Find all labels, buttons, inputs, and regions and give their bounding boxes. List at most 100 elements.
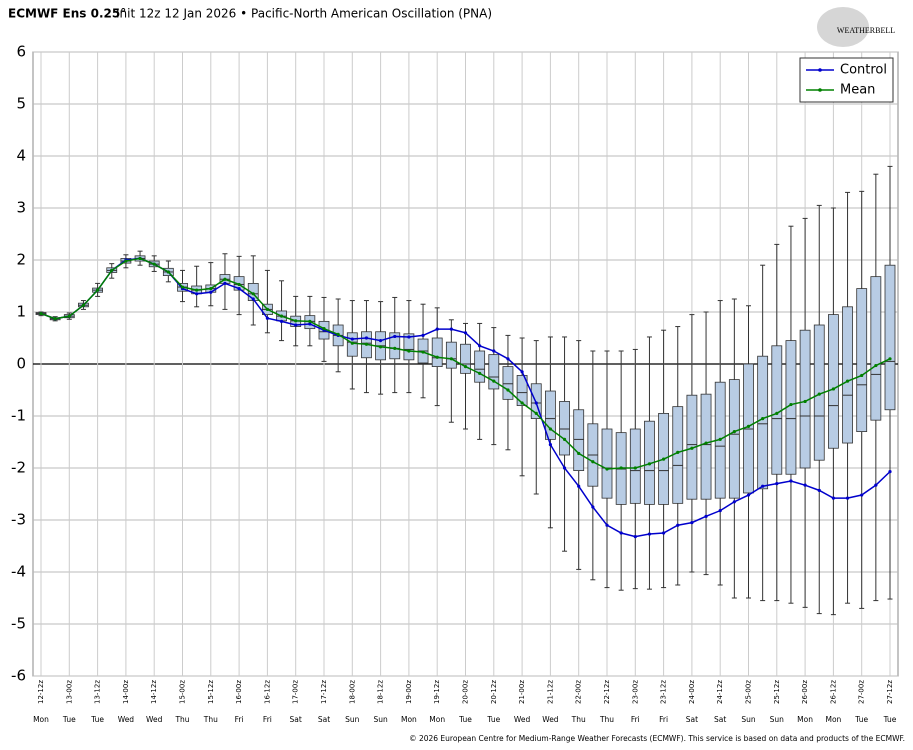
box <box>445 341 457 369</box>
series-point <box>237 282 241 287</box>
series-point <box>152 262 156 266</box>
x-tick-label: 15-00z <box>179 680 187 704</box>
box <box>842 306 853 444</box>
series-point <box>860 493 864 497</box>
y-tick-label: -6 <box>11 667 26 685</box>
series-point <box>690 521 694 525</box>
x-tick-label: 22-12z <box>603 680 611 704</box>
weekday-label: Fri <box>263 715 272 724</box>
weekday-label: Sun <box>770 715 785 724</box>
weekday-label: Mon <box>825 715 841 724</box>
weekday-label: Sat <box>714 715 726 724</box>
x-tick-label: 20-00z <box>462 680 470 704</box>
weekday-label: Sun <box>345 715 360 724</box>
series-point <box>407 349 411 353</box>
series-point <box>506 357 510 361</box>
series-point <box>845 496 850 500</box>
y-tick-label: 2 <box>16 251 26 269</box>
series-point <box>888 470 892 474</box>
y-tick-label: 6 <box>16 43 26 61</box>
series-point <box>789 479 793 483</box>
weekday-label: Fri <box>235 715 244 724</box>
y-tick-label: -1 <box>11 407 26 425</box>
series-point <box>435 355 439 359</box>
box <box>474 350 486 383</box>
series-point <box>407 335 411 339</box>
series-point <box>492 379 496 383</box>
logo-mark <box>817 7 869 47</box>
x-tick-label: 21-12z <box>546 680 554 704</box>
legend-dot <box>818 68 822 72</box>
box <box>559 401 570 456</box>
series-point <box>421 350 425 354</box>
x-tick-label: 23-00z <box>631 680 639 704</box>
box <box>502 366 514 400</box>
series-point <box>676 523 680 527</box>
series-point <box>874 363 878 368</box>
series-point <box>619 466 623 470</box>
x-tick-label: 13-00z <box>65 680 73 704</box>
weekday-label: Fri <box>659 715 668 724</box>
box <box>601 428 613 499</box>
x-tick-label: 19-00z <box>405 680 413 704</box>
series-point <box>393 334 397 339</box>
series-point <box>265 316 269 320</box>
series-point <box>548 443 553 447</box>
series-point <box>534 401 538 405</box>
series-point <box>279 319 284 323</box>
weekday-label: Fri <box>631 715 640 724</box>
chart-title: ECMWF Ens 0.25° <box>8 7 126 21</box>
series-point <box>591 505 595 509</box>
series-point <box>39 311 43 316</box>
x-tick-label: 19-12z <box>433 680 441 704</box>
footer: © 2026 European Centre for Medium-Range … <box>409 734 905 743</box>
x-tick-label: 23-12z <box>660 680 668 704</box>
box <box>757 355 769 490</box>
weekday-label: Tue <box>883 715 897 724</box>
series-point <box>449 357 453 361</box>
series-point <box>746 493 751 497</box>
series-point <box>831 387 836 391</box>
series-point <box>619 531 623 535</box>
series-point <box>888 357 892 361</box>
weekday-label: Sat <box>686 715 698 724</box>
series-point <box>803 399 807 404</box>
series-point <box>166 270 170 274</box>
series-point <box>506 388 510 392</box>
series-point <box>690 446 694 450</box>
series-point <box>96 288 100 292</box>
weekday-label: Thu <box>203 715 218 724</box>
y-tick-label: 4 <box>16 147 26 165</box>
series-point <box>775 411 779 415</box>
weekday-label: Tue <box>854 715 868 724</box>
x-tick-label: 15-12z <box>207 680 215 704</box>
series-point <box>605 467 609 471</box>
series-point <box>605 523 609 527</box>
y-tick-label: -2 <box>11 459 26 477</box>
series-point <box>803 483 807 487</box>
series-point <box>294 323 298 327</box>
x-tick-label: 16-12z <box>263 680 271 704</box>
series-point <box>492 349 496 353</box>
series-point <box>534 411 538 415</box>
series-point <box>209 287 213 291</box>
series-point <box>520 370 524 374</box>
series-point <box>379 345 383 349</box>
series-point <box>350 337 354 341</box>
legend-dot <box>818 88 822 92</box>
x-tick-label: 18-00z <box>348 680 356 704</box>
box <box>530 383 542 420</box>
series-point <box>746 424 751 428</box>
series-point <box>336 332 340 336</box>
series-point <box>124 259 128 263</box>
series-point <box>662 457 666 461</box>
series-point <box>591 460 595 464</box>
series-point <box>322 327 326 331</box>
legend-label: Mean <box>840 83 875 98</box>
x-tick-label: 25-12z <box>773 680 781 704</box>
series-point <box>831 496 836 500</box>
series-point <box>364 342 369 346</box>
series-point <box>548 427 553 431</box>
series-point <box>279 314 284 318</box>
